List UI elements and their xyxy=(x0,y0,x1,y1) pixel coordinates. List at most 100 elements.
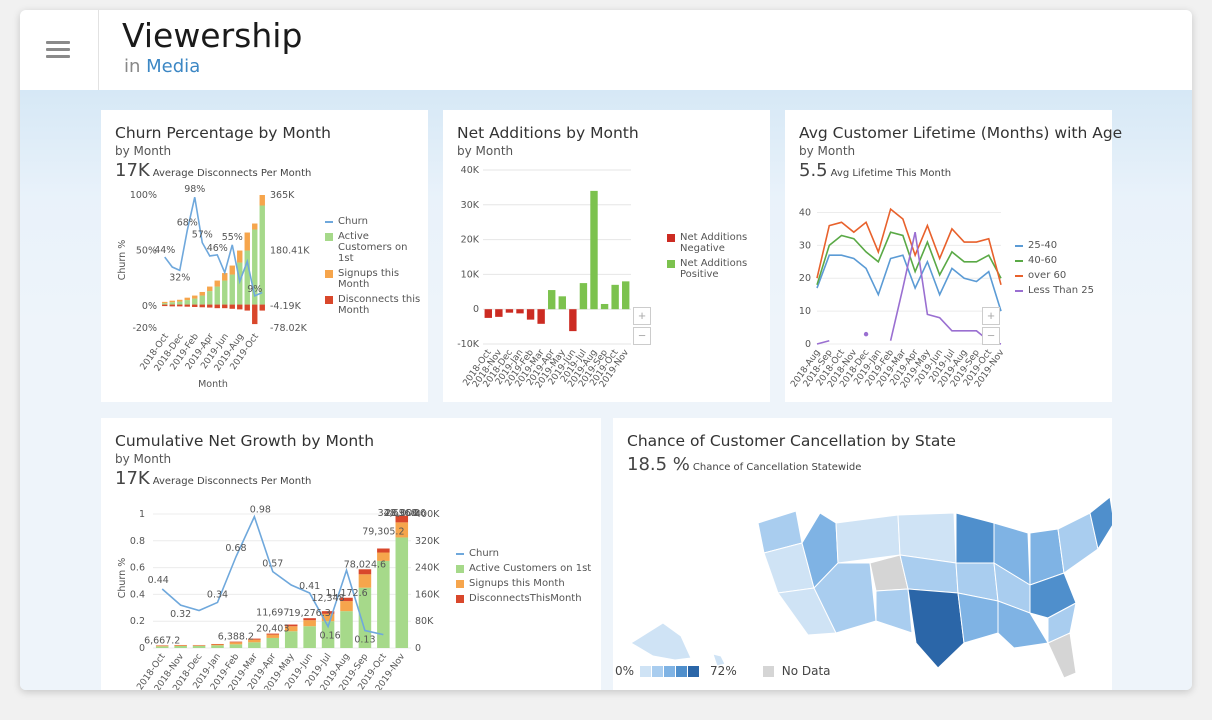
zoom-out-button[interactable]: − xyxy=(982,327,1000,345)
legend-item[interactable]: Active Customers on 1st xyxy=(325,231,425,264)
card-title: Net Additions by Month xyxy=(457,124,639,142)
active-bar xyxy=(199,295,205,305)
legend-swatch xyxy=(1015,260,1023,262)
active-bar xyxy=(248,642,261,648)
disconnects-bar xyxy=(340,597,353,602)
signups-bar xyxy=(321,613,335,622)
churn-legend: Churn Active Customers on 1st Signups this… xyxy=(325,216,425,320)
nodata-swatch xyxy=(762,665,774,677)
scale-cell xyxy=(640,665,652,677)
signups-bar xyxy=(284,626,298,632)
y-left-tick: 0 xyxy=(139,643,145,654)
legend-item[interactable]: 40-60 xyxy=(1015,255,1110,266)
legend-swatch xyxy=(456,553,464,555)
active-bar xyxy=(211,645,224,648)
legend-item[interactable]: Active Customers on 1st xyxy=(456,563,596,574)
legend-label: Signups this Month xyxy=(338,268,400,290)
lifetime-card: Avg Customer Lifetime (Months) with Age … xyxy=(785,110,1122,402)
legend-label: Net Additions Negative xyxy=(680,232,748,254)
state-mn-ia xyxy=(955,512,995,564)
legend-item[interactable]: Churn xyxy=(456,548,596,559)
legend-item[interactable]: Less Than 25 xyxy=(1015,285,1110,296)
signups-bar xyxy=(248,639,261,643)
legend-item[interactable]: Disconnects this Month xyxy=(325,294,425,316)
legend-item[interactable]: over 60 xyxy=(1015,270,1110,281)
zoom-in-button[interactable]: + xyxy=(982,307,1000,325)
signups-bar xyxy=(377,552,390,561)
kpi-number: 18.5 % xyxy=(627,454,690,475)
kpi-label: Chance of Cancellation Statewide xyxy=(692,462,862,473)
series-point xyxy=(863,331,869,337)
map-states xyxy=(757,496,1112,679)
legend-swatch xyxy=(456,595,464,603)
disconnects-bar xyxy=(222,304,228,309)
active-bar xyxy=(229,274,235,305)
active-bar xyxy=(169,302,175,305)
signups-bar xyxy=(192,645,206,646)
signups-bar xyxy=(358,574,372,588)
bar-label: 78,024.6 xyxy=(344,559,386,570)
scale-cell xyxy=(664,665,676,677)
churn-label: 0.34 xyxy=(207,589,228,600)
data-label: 98% xyxy=(184,184,205,195)
zoom-out-button[interactable]: − xyxy=(633,327,651,345)
disconnects-bar xyxy=(199,304,205,308)
disconnects-bar xyxy=(252,304,258,325)
zoom-in-button[interactable]: + xyxy=(633,307,651,325)
state-tx xyxy=(907,588,965,669)
legend-item[interactable]: Signups this Month xyxy=(325,268,425,290)
active-bar xyxy=(229,644,243,648)
legend-item[interactable]: 25-40 xyxy=(1015,240,1110,251)
kpi-number: 17K xyxy=(115,468,150,489)
disconnects-bar xyxy=(229,304,235,309)
state-hawaii xyxy=(712,653,726,667)
active-bar xyxy=(303,626,316,648)
map-legend-min: 0% xyxy=(615,664,635,678)
lifetime-chart: 4030201002018-Aug2018-Sep2018-Oct2018-No… xyxy=(789,207,1007,390)
disconnects-bar xyxy=(184,304,190,307)
signups-bar xyxy=(192,295,198,299)
disconnects-bar xyxy=(395,515,409,523)
legend-swatch xyxy=(1015,245,1023,247)
y-right-tick: 80K xyxy=(415,616,434,627)
legend-item[interactable]: Signups this Month xyxy=(456,578,596,589)
y-tick: 20 xyxy=(799,273,811,284)
signups-bar xyxy=(237,250,243,263)
legend-item[interactable]: Net Additions Positive xyxy=(667,258,767,280)
y-right-tick: -4.19K xyxy=(270,301,302,312)
menu-icon xyxy=(46,48,70,51)
active-bar xyxy=(162,303,168,305)
cumulative-legend: Churn Active Customers on 1st Signups this… xyxy=(456,548,596,608)
cumulative-card: Cumulative Net Growth by Month by Month … xyxy=(101,418,601,690)
active-bar xyxy=(207,291,213,305)
y-right-tick: 240K xyxy=(415,563,440,574)
scale-cell xyxy=(652,665,664,677)
signups-bar xyxy=(207,286,213,292)
disconnects-bar xyxy=(248,638,261,640)
legend-label: Disconnects this Month xyxy=(338,294,421,316)
legend-item[interactable]: Churn xyxy=(325,216,425,227)
churn-line xyxy=(164,197,263,297)
active-bar xyxy=(259,205,265,305)
data-label: 68% xyxy=(177,217,198,228)
signups-bar xyxy=(303,620,316,627)
hamburger-menu-button[interactable] xyxy=(20,10,99,90)
kpi-value: 5.5 Avg Lifetime This Month xyxy=(799,160,951,181)
series-line xyxy=(816,339,830,345)
legend-swatch xyxy=(1015,290,1023,292)
legend-item[interactable]: DisconnectsThisMonth xyxy=(456,593,596,604)
space-link[interactable]: Media xyxy=(146,56,201,77)
churn-card: Churn Percentage by Month by Month 17K Av… xyxy=(101,110,428,402)
data-label: 57% xyxy=(192,230,213,241)
legend-swatch xyxy=(325,221,333,223)
y-right-tick: 320K xyxy=(415,536,440,547)
card-title: Churn Percentage by Month xyxy=(115,124,331,142)
signups-bar xyxy=(155,645,169,647)
disconnects-bar xyxy=(358,569,372,575)
bar-label: 11,172.6 xyxy=(325,588,367,599)
active-bar xyxy=(214,286,220,305)
legend-item[interactable]: Net Additions Negative xyxy=(667,232,767,254)
state-nm xyxy=(875,588,913,634)
signups-bar xyxy=(259,195,265,206)
